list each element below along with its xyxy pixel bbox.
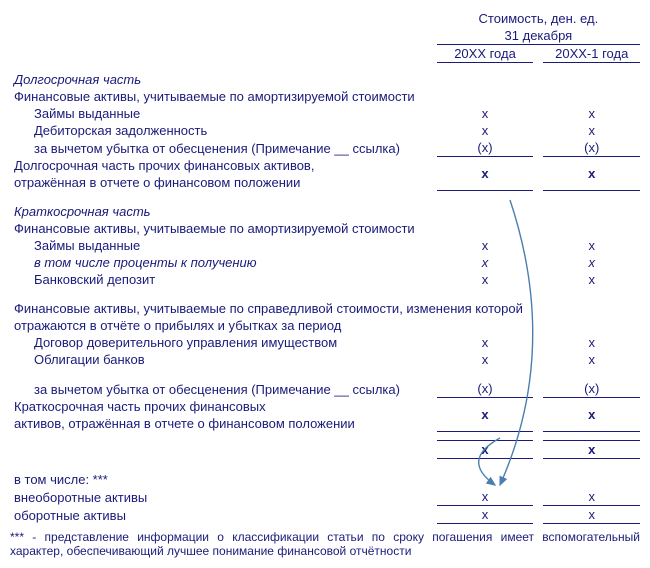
cell: x <box>437 122 534 139</box>
cell: x <box>543 351 640 368</box>
cell: (x) <box>437 139 534 157</box>
cell: x <box>543 237 640 254</box>
loans-st: Займы выданные <box>10 237 437 254</box>
footnote: *** - представление информации о классиф… <box>10 530 640 558</box>
interest-recv: в том числе проценты к получению <box>10 254 437 271</box>
lt-other2: отражённая в отчете о финансовом положен… <box>10 174 437 191</box>
less-impair-st: за вычетом убытка от обесценения (Примеч… <box>10 380 437 398</box>
current: оборотные активы <box>10 506 437 524</box>
cell: x <box>543 441 640 459</box>
fin-fv1: Финансовые активы, учитываемые по справе… <box>10 300 640 317</box>
including: в том числе: *** <box>10 471 437 488</box>
receivables: Дебиторская задолженность <box>10 122 437 139</box>
fin-fv2: отражаются в отчёте о прибылях и убытках… <box>10 317 437 334</box>
cell: x <box>437 105 534 122</box>
col2-header: 20XX-1 года <box>543 45 640 63</box>
cell: x <box>437 441 534 459</box>
fin-amort-lt: Финансовые активы, учитываемые по аморти… <box>10 88 437 105</box>
cell: x <box>543 488 640 506</box>
cell: x <box>543 398 640 432</box>
cell: x <box>543 334 640 351</box>
bonds: Облигации банков <box>10 351 437 368</box>
cell: x <box>437 254 534 271</box>
st-other2: активов, отражённая в отчете о финансово… <box>10 415 437 432</box>
cell: (x) <box>543 380 640 398</box>
loans-lt: Займы выданные <box>10 105 437 122</box>
cell: x <box>543 506 640 524</box>
less-impair-lt: за вычетом убытка от обесценения (Примеч… <box>10 139 437 157</box>
lt-other1: Долгосрочная часть прочих финансовых акт… <box>10 157 437 174</box>
cell: x <box>437 157 534 191</box>
col1-header: 20XX года <box>437 45 534 63</box>
lt-section: Долгосрочная часть <box>10 71 437 88</box>
fin-amort-st: Финансовые активы, учитываемые по аморти… <box>10 220 437 237</box>
cell: x <box>437 271 534 288</box>
st-section: Краткосрочная часть <box>10 203 437 220</box>
cell: x <box>437 237 534 254</box>
cell: x <box>437 398 534 432</box>
cell: x <box>437 351 534 368</box>
header-subtitle: 31 декабря <box>437 27 640 45</box>
cell: x <box>543 122 640 139</box>
header-title: Стоимость, ден. ед. <box>437 10 640 27</box>
financial-table: Стоимость, ден. ед. 31 декабря 20XX года… <box>10 10 640 524</box>
cell: x <box>543 157 640 191</box>
cell: x <box>543 254 640 271</box>
bank-deposit: Банковский депозит <box>10 271 437 288</box>
cell: x <box>543 271 640 288</box>
cell: x <box>437 488 534 506</box>
trust: Договор доверительного управления имущес… <box>10 334 437 351</box>
cell: (x) <box>543 139 640 157</box>
noncurrent: внеоборотные активы <box>10 488 437 506</box>
cell: x <box>437 334 534 351</box>
cell: x <box>543 105 640 122</box>
cell: (x) <box>437 380 534 398</box>
cell: x <box>437 506 534 524</box>
st-other1: Краткосрочная часть прочих финансовых <box>10 398 437 415</box>
